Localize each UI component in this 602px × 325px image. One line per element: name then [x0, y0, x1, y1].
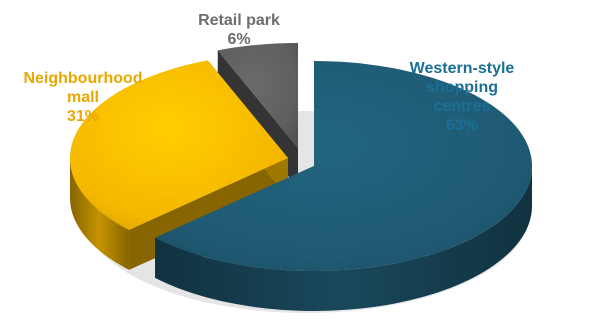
slice-label-line: mall — [66, 89, 99, 106]
slice-label-line: shopping — [426, 79, 498, 96]
slice-label-line: Western-style — [409, 60, 515, 77]
slice-value-label: 63% — [445, 117, 479, 134]
pie-slice — [155, 61, 532, 312]
slice-label-western-style-shopping-centres: Western-style shopping centres 63% — [382, 59, 542, 135]
slice-label-line: centres — [433, 98, 491, 115]
slice-label-line: Neighbourhood — [23, 70, 143, 87]
slice-label-line: Retail park — [198, 12, 280, 29]
pie-slice-top — [155, 61, 532, 271]
slice-value-label: 6% — [227, 31, 251, 48]
pie-slice-top — [217, 43, 298, 148]
slice-label-neighbourhood-mall: Neighbourhood mall 31% — [3, 69, 163, 126]
slice-value-label: 31% — [66, 108, 100, 125]
slice-label-retail-park: Retail park 6% — [169, 11, 309, 49]
pie-slice-side — [70, 158, 130, 270]
pie-slice-side — [155, 166, 532, 312]
pie-slice-top — [69, 60, 288, 230]
